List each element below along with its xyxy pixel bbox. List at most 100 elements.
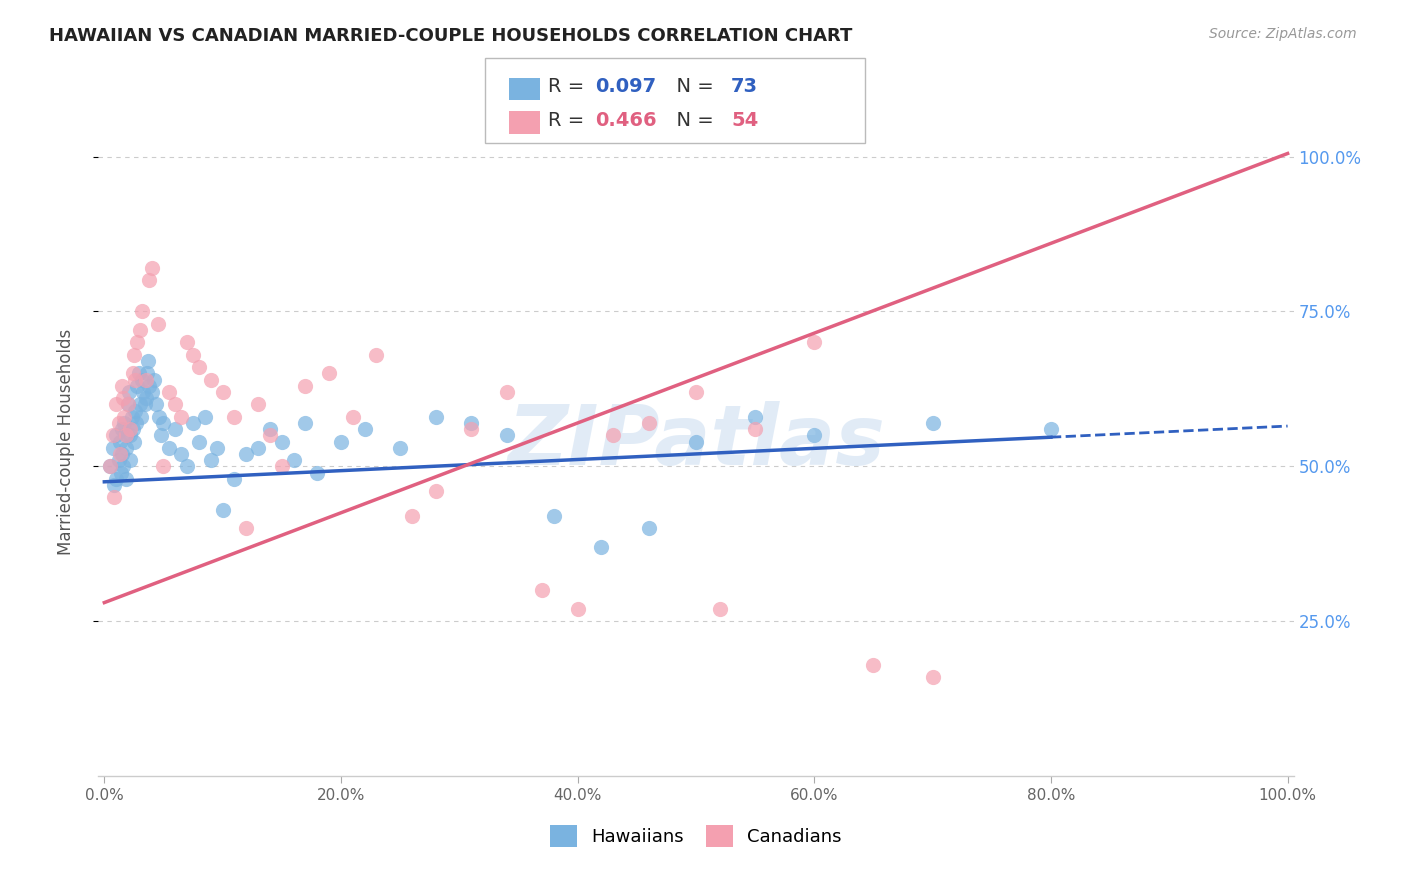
Point xyxy=(124,403,146,417)
Point xyxy=(165,422,187,436)
Point xyxy=(131,373,153,387)
Point xyxy=(120,422,142,436)
Point xyxy=(114,472,136,486)
Point xyxy=(111,447,134,461)
Point xyxy=(235,447,257,461)
Y-axis label: Married-couple Households: Married-couple Households xyxy=(56,328,75,555)
Point xyxy=(150,428,173,442)
Point xyxy=(803,335,825,350)
Point xyxy=(637,416,659,430)
Point xyxy=(121,367,143,381)
Point xyxy=(145,397,167,411)
Text: R =: R = xyxy=(548,77,591,96)
Point xyxy=(141,261,163,276)
Point xyxy=(105,472,128,486)
Point xyxy=(495,384,517,399)
Point xyxy=(460,422,482,436)
Point xyxy=(124,373,146,387)
Text: N =: N = xyxy=(664,77,720,96)
Point xyxy=(107,416,129,430)
Point xyxy=(247,441,270,455)
Text: 0.097: 0.097 xyxy=(595,77,655,96)
Point xyxy=(224,409,246,424)
Point xyxy=(366,348,388,362)
Point xyxy=(128,367,150,381)
Point xyxy=(152,416,174,430)
Point xyxy=(141,384,163,399)
Point xyxy=(128,323,150,337)
Point xyxy=(117,397,139,411)
Point xyxy=(188,360,211,375)
Point xyxy=(247,397,270,411)
Point xyxy=(122,348,145,362)
Text: R =: R = xyxy=(548,111,591,130)
Point xyxy=(143,373,166,387)
Point xyxy=(127,335,149,350)
Point xyxy=(108,447,131,461)
Point xyxy=(259,428,281,442)
Point xyxy=(495,428,517,442)
Point xyxy=(105,428,128,442)
Point xyxy=(136,354,159,368)
Point xyxy=(235,521,257,535)
Point xyxy=(401,508,423,523)
Point xyxy=(176,459,198,474)
Text: 73: 73 xyxy=(731,77,758,96)
Point xyxy=(543,508,565,523)
Point xyxy=(120,453,142,467)
Point xyxy=(270,434,292,449)
Point xyxy=(425,484,447,499)
Point xyxy=(148,409,170,424)
Text: ZIPatlas: ZIPatlas xyxy=(508,401,884,482)
Point xyxy=(176,335,198,350)
Point xyxy=(108,434,131,449)
Point xyxy=(111,379,134,393)
Point xyxy=(131,304,153,318)
Point xyxy=(117,397,139,411)
Point xyxy=(118,384,141,399)
Point xyxy=(101,428,124,442)
Point xyxy=(136,367,159,381)
Point xyxy=(105,397,128,411)
Point xyxy=(112,459,135,474)
Point xyxy=(129,409,152,424)
Point xyxy=(389,441,412,455)
Point xyxy=(152,459,174,474)
Point xyxy=(353,422,375,436)
Point xyxy=(112,391,135,405)
Point xyxy=(121,409,143,424)
Point xyxy=(115,428,138,442)
Point xyxy=(803,428,825,442)
Point xyxy=(591,540,613,554)
Point xyxy=(120,428,142,442)
Point xyxy=(134,397,156,411)
Point xyxy=(259,422,281,436)
Point xyxy=(98,459,121,474)
Text: 54: 54 xyxy=(731,111,758,130)
Point xyxy=(602,428,624,442)
Point xyxy=(188,434,211,449)
Point xyxy=(135,373,157,387)
Point xyxy=(127,379,149,393)
Point xyxy=(114,428,136,442)
Point xyxy=(103,478,125,492)
Point xyxy=(170,447,193,461)
Point xyxy=(107,453,129,467)
Point xyxy=(98,459,121,474)
Point xyxy=(200,373,222,387)
Point xyxy=(125,416,148,430)
Point xyxy=(121,422,143,436)
Point xyxy=(531,583,554,598)
Point xyxy=(270,459,292,474)
Point xyxy=(101,441,124,455)
Point xyxy=(194,409,217,424)
Point xyxy=(114,441,136,455)
Point xyxy=(330,434,353,449)
Point xyxy=(567,602,589,616)
Point xyxy=(342,409,364,424)
Point xyxy=(294,379,316,393)
Point xyxy=(224,472,246,486)
Text: N =: N = xyxy=(664,111,720,130)
Point xyxy=(138,379,160,393)
Point xyxy=(110,466,132,480)
